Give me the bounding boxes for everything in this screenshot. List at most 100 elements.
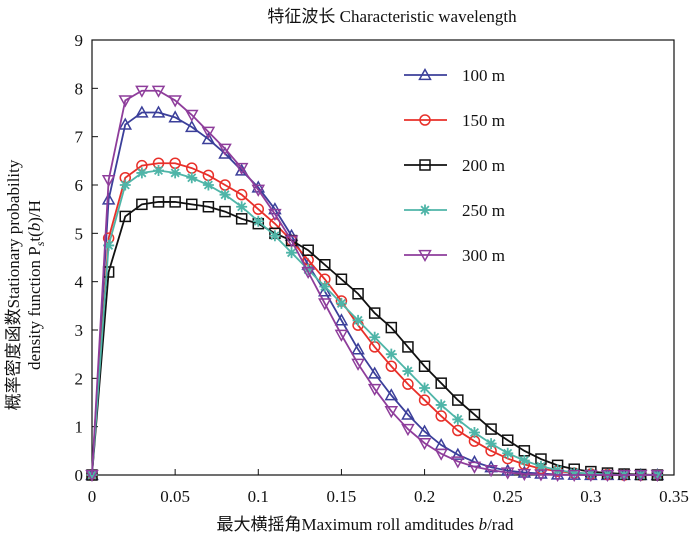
legend-label: 300 m: [462, 246, 505, 265]
data-point: [402, 378, 414, 390]
legend-label: 100 m: [462, 66, 505, 85]
data-point: [617, 469, 631, 483]
x-tick-label: 0.35: [659, 487, 689, 506]
data-point: [101, 175, 116, 188]
data-point: [201, 132, 216, 145]
legend-entry: 150 m: [404, 111, 505, 130]
data-point: [518, 455, 530, 466]
plot-frame: [91, 39, 675, 476]
data-point: [103, 239, 115, 251]
data-point: [485, 423, 497, 435]
data-point: [384, 406, 399, 419]
data-point: [151, 85, 166, 98]
y-axis-label-line1: 概率密度函数Stationary probability: [4, 159, 23, 410]
legend-entry: 300 m: [404, 246, 505, 265]
legend-marker: [418, 249, 432, 263]
data-point: [286, 247, 298, 259]
data-point: [169, 196, 181, 208]
data-point: [118, 117, 133, 130]
data-point: [302, 264, 314, 276]
data-point: [301, 266, 315, 280]
data-point: [269, 230, 281, 242]
data-point: [184, 119, 199, 133]
data-point: [151, 105, 166, 118]
data-point: [369, 331, 381, 343]
y-axis-label: 概率密度函数Stationary probability density fun…: [4, 159, 47, 410]
data-point: [402, 365, 414, 377]
data-point: [451, 456, 465, 469]
series-300-m: [85, 85, 665, 483]
data-point: [484, 460, 498, 473]
y-label-suffix: )/H: [25, 200, 44, 223]
data-point: [351, 358, 365, 371]
data-point: [452, 394, 464, 406]
x-label-suffix: /rad: [487, 515, 514, 534]
data-point: [119, 210, 132, 223]
data-point: [136, 167, 148, 179]
data-point: [168, 110, 182, 123]
data-point: [302, 244, 314, 256]
legend: 100 m 150 m 200 m 250 m 300 m: [404, 66, 505, 265]
data-point: [452, 413, 464, 425]
x-tick-label: 0.2: [414, 487, 435, 506]
data-point: [651, 469, 663, 481]
data-point: [368, 307, 381, 319]
data-point: [468, 408, 481, 421]
data-point: [234, 162, 249, 176]
data-point: [235, 213, 248, 225]
legend-marker: [418, 67, 432, 81]
data-point: [219, 205, 231, 218]
data-point: [202, 179, 214, 191]
y-label-prefix: density function P: [25, 246, 44, 370]
data-point: [485, 438, 497, 450]
x-label-var: b: [479, 515, 488, 534]
data-point: [417, 424, 432, 437]
y-tick-label: 0: [75, 466, 84, 485]
data-point: [335, 297, 347, 309]
data-point: [119, 179, 131, 191]
data-point: [251, 184, 266, 197]
legend-entry: 100 m: [404, 66, 505, 85]
data-point: [268, 208, 282, 222]
data-point: [650, 469, 665, 483]
data-point: [417, 437, 432, 451]
data-point: [219, 189, 231, 201]
legend-label: 200 m: [462, 156, 505, 175]
y-tick-label: 8: [75, 79, 84, 98]
legend-entry: 250 m: [404, 201, 505, 220]
data-point: [633, 469, 648, 483]
data-point: [501, 434, 514, 446]
legend-marker: [419, 114, 431, 126]
y-label-sub: s: [33, 241, 47, 246]
x-tick-label: 0: [88, 487, 97, 506]
data-point: [335, 273, 348, 285]
data-point: [435, 410, 447, 422]
x-label-prefix: 最大横摇角Maximum roll amditudes: [216, 515, 478, 534]
data-point: [418, 360, 431, 372]
series-200-m: [86, 196, 664, 481]
data-point: [435, 399, 447, 411]
y-tick-label: 4: [75, 273, 84, 292]
legend-label: 150 m: [462, 111, 505, 130]
data-point: [318, 298, 332, 311]
data-point: [236, 201, 248, 213]
legend-label: 250 m: [462, 201, 505, 220]
data-point: [468, 426, 480, 438]
data-point: [484, 465, 498, 478]
data-point: [352, 314, 364, 326]
x-tick-label: 0.1: [248, 487, 269, 506]
data-point: [351, 342, 365, 355]
data-point: [184, 109, 199, 122]
data-point: [136, 198, 148, 211]
data-point: [85, 469, 99, 483]
data-point: [535, 460, 547, 472]
data-point: [202, 201, 215, 213]
data-point: [319, 281, 331, 292]
data-point: [135, 105, 149, 118]
data-point: [451, 447, 465, 460]
legend-marker: [419, 159, 431, 171]
data-point: [401, 407, 415, 420]
data-point: [418, 394, 431, 406]
data-point: [186, 198, 198, 211]
data-point: [401, 423, 415, 437]
